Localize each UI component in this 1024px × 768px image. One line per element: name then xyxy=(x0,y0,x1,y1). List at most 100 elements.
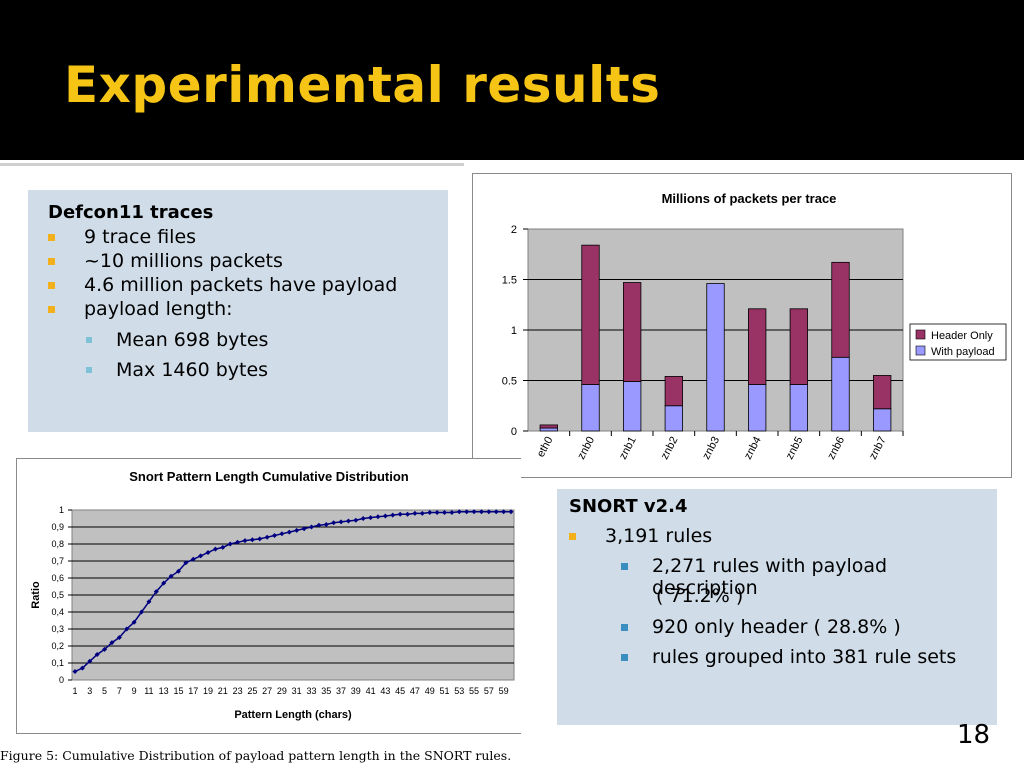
x-tick-label: 31 xyxy=(292,686,302,696)
square-bullet-icon xyxy=(86,367,92,373)
data-point xyxy=(508,509,514,515)
defcon-item-text: payload length: xyxy=(84,298,233,320)
x-tick-label: 53 xyxy=(454,686,464,696)
y-tick-label: 0,3 xyxy=(51,624,64,634)
divider xyxy=(0,163,464,166)
snort-item-text: 3,191 rules xyxy=(605,525,713,547)
y-tick-label: 1 xyxy=(59,505,64,515)
data-point xyxy=(235,539,241,545)
square-bullet-icon xyxy=(621,563,628,570)
bar-chart-frame: Millions of packets per trace 0 0.5 1 1.5 2 et… xyxy=(472,173,1012,478)
data-point xyxy=(478,509,484,515)
x-tick-label: 21 xyxy=(218,686,228,696)
chart-title: Snort Pattern Length Cumulative Distribu… xyxy=(129,469,409,484)
bar-segment xyxy=(831,356,850,432)
x-tick-label: 47 xyxy=(410,686,420,696)
snort-subitem-text: 2,271 rules with payload description xyxy=(651,555,888,599)
bar-segment xyxy=(539,427,558,432)
data-point xyxy=(139,609,145,615)
data-point xyxy=(486,509,492,515)
defcon-subitem: Mean 698 bytes xyxy=(86,329,268,351)
data-point xyxy=(441,510,447,516)
data-point xyxy=(412,510,418,516)
x-tick-label: 11 xyxy=(144,686,153,696)
data-point xyxy=(331,520,337,526)
y-tick-label: 1 xyxy=(511,325,517,337)
data-point xyxy=(397,511,403,517)
legend-box xyxy=(909,323,1007,361)
data-point xyxy=(382,513,388,519)
x-tick-label: 9 xyxy=(132,686,137,696)
data-point xyxy=(375,514,381,520)
x-tick-label: znb7 xyxy=(867,435,889,462)
data-point xyxy=(294,527,300,533)
square-bullet-icon xyxy=(621,624,628,631)
data-point xyxy=(109,640,115,646)
cdf-chart: Snort Pattern Length Cumulative Distribu… xyxy=(30,469,515,721)
bar-segment xyxy=(664,405,683,432)
data-point xyxy=(405,511,411,517)
data-point xyxy=(153,589,159,595)
y-tick-label: 0 xyxy=(511,426,517,438)
x-tick-label: znb3 xyxy=(700,435,722,462)
snort-subitem-text: 920 only header ( 28.8% ) xyxy=(652,616,901,638)
data-point xyxy=(272,533,278,538)
square-bullet-icon xyxy=(621,654,628,661)
y-tick-label: 0 xyxy=(59,675,64,685)
x-tick-label: znb5 xyxy=(784,435,806,462)
y-tick-label: 0,4 xyxy=(51,607,64,617)
data-point xyxy=(368,515,374,521)
snort-heading: SNORT v2.4 xyxy=(569,496,688,517)
data-point xyxy=(316,522,322,528)
snort-subitem: 920 only header ( 28.8% ) xyxy=(621,616,901,638)
defcon-item: 4.6 million packets have payload xyxy=(48,274,397,296)
x-tick-label: 1 xyxy=(72,686,77,696)
data-point xyxy=(79,665,85,671)
data-point xyxy=(471,509,477,515)
square-bullet-icon xyxy=(48,258,55,265)
data-point xyxy=(419,510,425,516)
y-tick-label: 2 xyxy=(511,224,517,236)
snort-box: SNORT v2.4 3,191 rules 2,271 rules with … xyxy=(557,489,997,725)
x-tick-label: 45 xyxy=(395,686,405,696)
y-tick-label: 0,1 xyxy=(51,658,64,668)
x-tick-label: 17 xyxy=(188,686,198,696)
defcon-subitem-text: Mean 698 bytes xyxy=(116,329,269,351)
bar-segment xyxy=(581,384,600,432)
x-tick-label: eth0 xyxy=(535,435,556,460)
bar-segment xyxy=(748,384,767,432)
data-point xyxy=(434,510,440,516)
chart-title: Millions of packets per trace xyxy=(662,191,837,206)
x-tick-label: 5 xyxy=(102,686,107,696)
slide-title: Experimental results xyxy=(64,56,661,114)
defcon-item-text: ~10 millions packets xyxy=(84,250,283,272)
legend-swatch xyxy=(915,345,926,356)
defcon-item: payload length: xyxy=(48,298,233,320)
figure-caption: Figure 5: Cumulative Distribution of pay… xyxy=(0,748,512,763)
defcon-item: ~10 millions packets xyxy=(48,250,283,272)
data-point xyxy=(456,509,462,515)
x-axis-label: Pattern Length (chars) xyxy=(234,709,352,721)
y-tick-label: 0,2 xyxy=(51,641,64,651)
data-point xyxy=(257,536,263,542)
data-point xyxy=(360,516,366,521)
data-point xyxy=(353,517,359,523)
x-tick-label: znb1 xyxy=(617,435,639,462)
data-point xyxy=(242,538,248,544)
snort-subitem: rules grouped into 381 rule sets xyxy=(621,646,956,668)
cdf-chart-frame: Snort Pattern Length Cumulative Distribu… xyxy=(16,458,521,734)
legend-swatch xyxy=(915,329,926,340)
x-tick-label: 41 xyxy=(366,686,376,696)
snort-subitem-continuation: ( 71.2% ) xyxy=(656,585,744,607)
data-point xyxy=(131,619,137,625)
bar-segment xyxy=(539,424,558,429)
x-tick-label: 29 xyxy=(277,686,287,696)
data-point xyxy=(227,541,233,547)
data-point xyxy=(301,526,307,532)
bar-segment xyxy=(831,261,850,358)
x-tick-label: 55 xyxy=(469,686,479,696)
x-tick-label: znb0 xyxy=(575,435,597,462)
data-point xyxy=(390,512,396,518)
defcon-box: Defcon11 traces 9 trace files ~10 millio… xyxy=(28,190,448,432)
data-point xyxy=(87,658,93,664)
